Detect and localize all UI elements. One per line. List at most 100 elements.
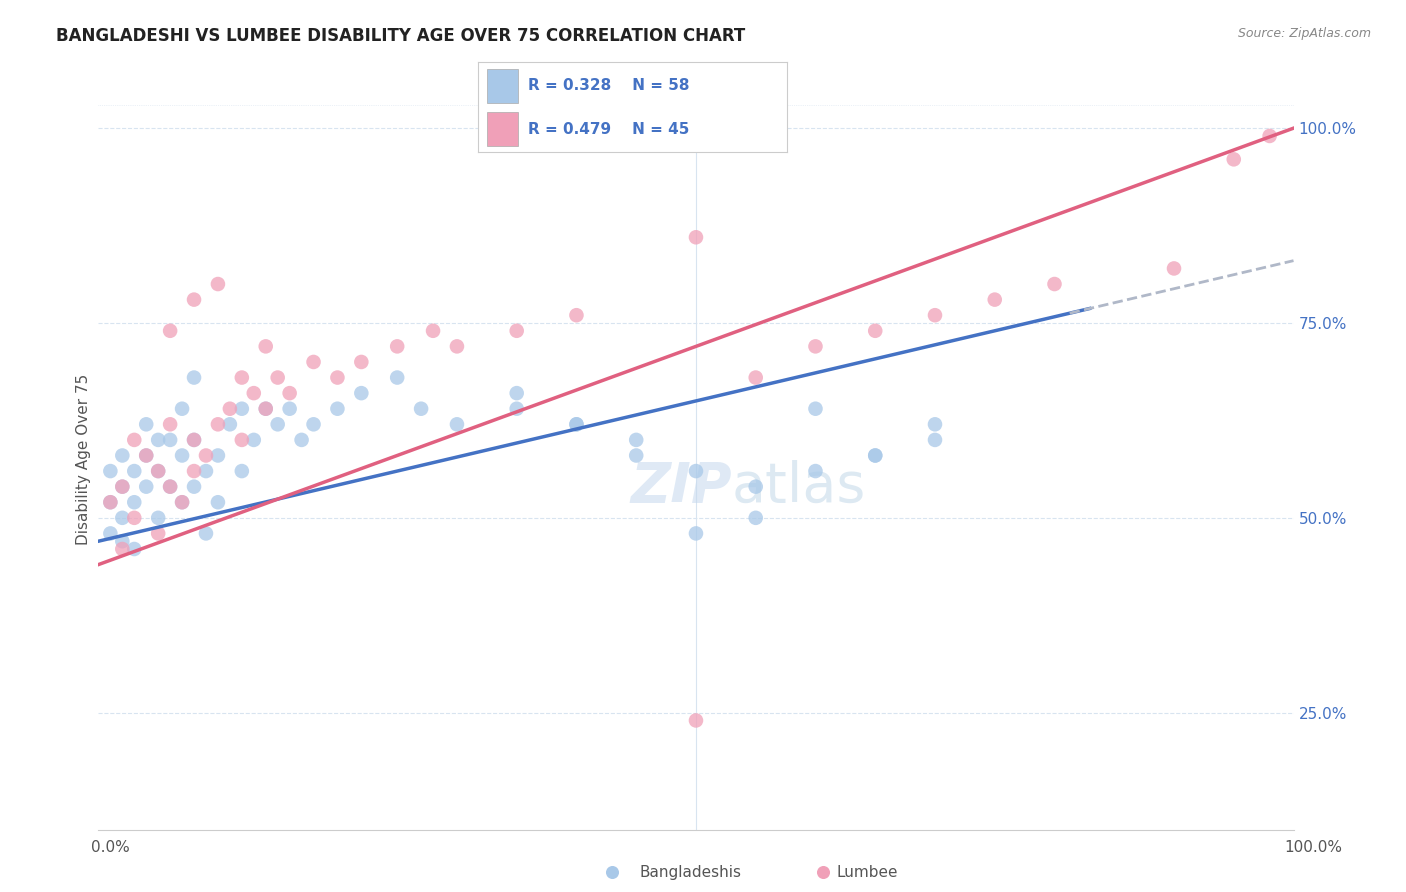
Point: [565, 417, 588, 432]
Point: [254, 401, 277, 416]
Point: [183, 464, 205, 478]
Point: [350, 355, 373, 369]
Text: Lumbee: Lumbee: [837, 865, 898, 880]
Point: [135, 449, 157, 463]
Point: [231, 464, 253, 478]
Point: [183, 480, 205, 494]
Text: R = 0.479    N = 45: R = 0.479 N = 45: [527, 122, 689, 136]
Text: BANGLADESHI VS LUMBEE DISABILITY AGE OVER 75 CORRELATION CHART: BANGLADESHI VS LUMBEE DISABILITY AGE OVE…: [56, 27, 745, 45]
Point: [124, 541, 146, 556]
Point: [111, 480, 134, 494]
Point: [231, 370, 253, 384]
Point: [124, 433, 146, 447]
Y-axis label: Disability Age Over 75: Disability Age Over 75: [76, 374, 91, 545]
Point: [804, 401, 827, 416]
Point: [183, 433, 205, 447]
Point: [98, 495, 122, 509]
Point: [172, 401, 194, 416]
Point: [267, 417, 290, 432]
Point: [148, 526, 170, 541]
Point: [745, 480, 768, 494]
Point: [135, 417, 157, 432]
Point: [745, 370, 768, 384]
Point: [111, 480, 134, 494]
Text: R = 0.328    N = 58: R = 0.328 N = 58: [527, 78, 689, 93]
Point: [422, 324, 444, 338]
Point: [385, 370, 409, 384]
Point: [745, 511, 768, 525]
Point: [243, 433, 266, 447]
Point: [231, 433, 253, 447]
Point: [172, 495, 194, 509]
Point: [243, 386, 266, 401]
Point: [350, 386, 373, 401]
Point: [98, 495, 122, 509]
Point: [183, 433, 205, 447]
Point: [148, 464, 170, 478]
Point: [183, 370, 205, 384]
Point: [159, 480, 181, 494]
Point: [1258, 128, 1281, 143]
Point: [302, 417, 325, 432]
Point: [111, 541, 134, 556]
Point: [254, 401, 277, 416]
Point: [159, 417, 181, 432]
Point: [98, 526, 122, 541]
Point: [626, 449, 648, 463]
Text: 100.0%: 100.0%: [1285, 840, 1343, 855]
Point: [1223, 153, 1246, 167]
Point: [254, 339, 277, 353]
Text: Bangladeshis: Bangladeshis: [640, 865, 742, 880]
Point: [565, 417, 588, 432]
Text: ZIP: ZIP: [630, 459, 733, 514]
Point: [278, 401, 301, 416]
Point: [111, 534, 134, 549]
Point: [124, 495, 146, 509]
Text: Source: ZipAtlas.com: Source: ZipAtlas.com: [1237, 27, 1371, 40]
Point: [326, 401, 349, 416]
Point: [411, 401, 433, 416]
Point: [148, 464, 170, 478]
Point: [195, 464, 218, 478]
Point: [219, 417, 242, 432]
Point: [231, 401, 253, 416]
Point: [111, 511, 134, 525]
Point: [98, 464, 122, 478]
Point: [804, 339, 827, 353]
Point: [278, 386, 301, 401]
Point: [506, 324, 529, 338]
Point: [865, 449, 887, 463]
Point: [924, 308, 946, 322]
Point: [924, 433, 946, 447]
Point: [865, 449, 887, 463]
Point: [207, 417, 229, 432]
Point: [124, 511, 146, 525]
Point: [159, 433, 181, 447]
Point: [267, 370, 290, 384]
Point: [326, 370, 349, 384]
Point: [207, 277, 229, 291]
Point: [172, 495, 194, 509]
Point: [685, 714, 707, 728]
Point: [924, 417, 946, 432]
Point: [111, 449, 134, 463]
Point: [506, 401, 529, 416]
Point: [124, 464, 146, 478]
Point: [685, 526, 707, 541]
Point: [446, 417, 468, 432]
FancyBboxPatch shape: [488, 69, 519, 103]
Point: [148, 511, 170, 525]
Point: [183, 293, 205, 307]
Point: [626, 433, 648, 447]
Point: [984, 293, 1007, 307]
Point: [302, 355, 325, 369]
FancyBboxPatch shape: [488, 112, 519, 146]
Point: [172, 449, 194, 463]
Point: [506, 386, 529, 401]
Point: [856, 764, 879, 778]
Point: [207, 495, 229, 509]
Point: [1067, 764, 1090, 778]
Point: [865, 324, 887, 338]
Point: [1043, 277, 1066, 291]
Point: [219, 401, 242, 416]
